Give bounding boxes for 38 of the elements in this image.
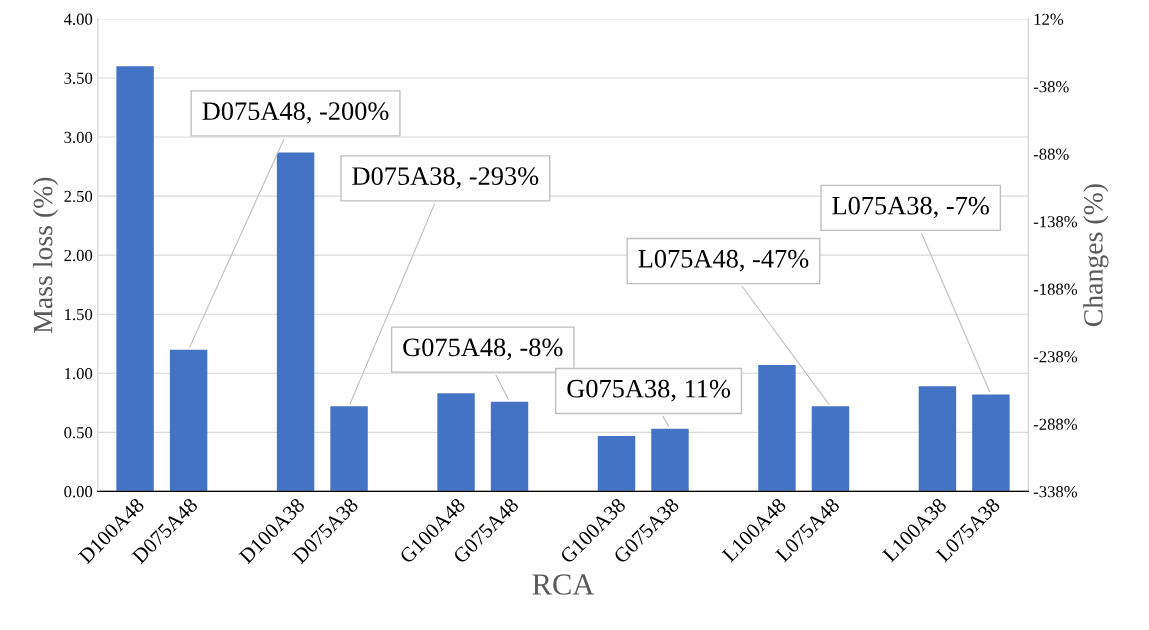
bar — [437, 393, 475, 492]
bar — [169, 349, 208, 492]
annotation: L075A38, -7% — [832, 196, 989, 219]
y-tick-label: 3.50 — [64, 72, 93, 84]
y-tick-label: 3.00 — [64, 131, 93, 144]
y2-tick-label: -188% — [1033, 283, 1078, 295]
annotation: L075A48, -47% — [638, 249, 809, 272]
y2-tick-label: -238% — [1033, 351, 1078, 363]
y-tick-label: 0.00 — [64, 486, 93, 498]
bar — [972, 394, 1010, 492]
bar — [116, 66, 154, 492]
annotation: D075A48, -200% — [202, 102, 389, 124]
y-tick-label: 1.50 — [65, 308, 93, 321]
y-tick-label: 4.00 — [63, 13, 93, 25]
annotation: G075A38, 11% — [567, 379, 731, 402]
bar — [597, 435, 636, 492]
annotation: D075A38, -293% — [352, 167, 539, 189]
y-axis-title: Mass loss (%) — [32, 177, 59, 334]
bar — [758, 365, 796, 492]
y2-tick-label: -38% — [1033, 81, 1069, 93]
y2-tick-label: -288% — [1033, 418, 1078, 430]
y2-tick-label: -88% — [1033, 148, 1069, 160]
bar — [490, 401, 529, 492]
annotation: G075A48, -8% — [403, 338, 563, 361]
bar — [651, 428, 689, 492]
bar — [811, 406, 850, 492]
bar — [330, 406, 368, 492]
y-tick-label: 0.50 — [64, 427, 93, 439]
y2-axis-title: Changes (%) — [1083, 184, 1109, 327]
bar — [918, 386, 957, 492]
y2-tick-label: 12% — [1034, 13, 1064, 25]
x-axis-title: RCA — [532, 574, 595, 595]
y-tick-label: 2.00 — [64, 249, 93, 262]
y-tick-label: 1.00 — [65, 367, 93, 380]
y2-tick-label: -338% — [1033, 486, 1078, 498]
bar — [276, 152, 315, 492]
y-tick-label: 2.50 — [64, 190, 93, 203]
y2-tick-label: -138% — [1033, 216, 1078, 228]
